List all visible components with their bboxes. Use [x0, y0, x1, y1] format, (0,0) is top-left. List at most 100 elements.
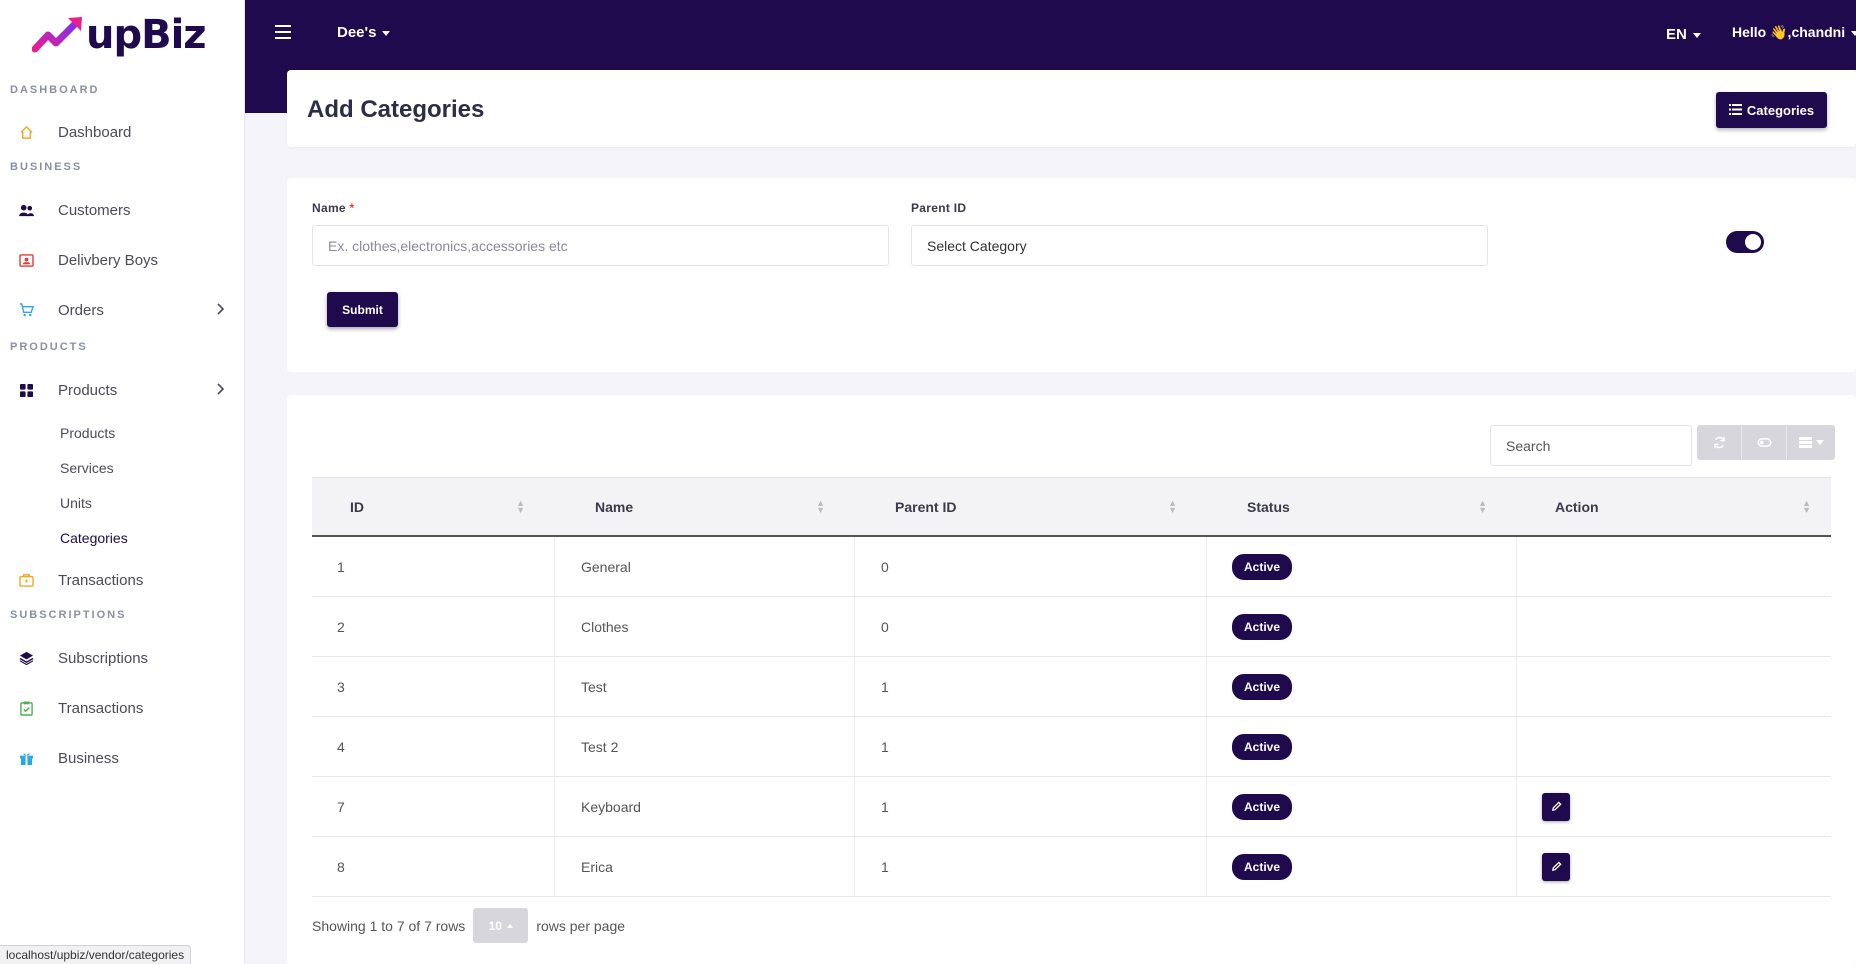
add-category-form: Name * Ex. clothes,electronics,accessori…: [287, 178, 1856, 372]
table-row: 8 Erica 1 Active: [312, 837, 1831, 897]
sidebar-item-label: Products: [58, 381, 118, 399]
status-badge: Active: [1232, 613, 1293, 640]
sidebar-item-dashboard[interactable]: Dashboard: [0, 107, 244, 157]
submit-button[interactable]: Submit: [327, 292, 398, 327]
status-badge: Active: [1232, 733, 1293, 760]
sidebar-item-label: Orders: [58, 301, 104, 319]
sidebar-item-customers[interactable]: Customers: [0, 185, 244, 235]
cell-action: [1517, 837, 1831, 896]
sidebar-item-label: Transactions: [58, 571, 144, 589]
column-header-action[interactable]: Action ▲ ▼: [1517, 478, 1831, 535]
sidebar-item-orders[interactable]: Orders: [0, 285, 244, 335]
cell-parent-id: 0: [855, 597, 1207, 656]
chevron-right-icon: [216, 382, 225, 398]
cart-icon: [18, 302, 34, 318]
sidebar-item-business[interactable]: Business: [0, 733, 244, 783]
status-toggle[interactable]: [1726, 231, 1764, 253]
sidebar-subitem-categories[interactable]: Categories: [60, 529, 128, 546]
chevron-right-icon: [216, 302, 225, 318]
sidebar-item-label: Delivbery Boys: [58, 251, 159, 269]
cell-action: [1517, 597, 1831, 656]
cell-name: Test 2: [555, 717, 855, 776]
edit-button[interactable]: [1542, 792, 1570, 821]
name-input[interactable]: Ex. clothes,electronics,accessories etc: [312, 225, 889, 266]
rows-per-page-value: 10: [488, 918, 502, 933]
section-dashboard: DASHBOARD: [10, 84, 100, 96]
pagination-summary: Showing 1 to 7 of 7 rows: [312, 917, 466, 934]
table-row: 7 Keyboard 1 Active: [312, 777, 1831, 837]
rows-per-page-dropdown[interactable]: 10: [473, 908, 529, 943]
sidebar-item-transactions[interactable]: Transactions: [0, 555, 244, 605]
shop-name: Dee's: [337, 24, 377, 41]
caret-down-icon: [1815, 440, 1824, 445]
list-icon: [1728, 103, 1742, 118]
grid-icon: [18, 382, 34, 398]
cell-id: 8: [312, 837, 555, 896]
parent-id-label: Parent ID: [911, 201, 967, 215]
toggle-icon: [1756, 438, 1772, 447]
column-header-label: Status: [1247, 498, 1290, 515]
categories-button-label: Categories: [1746, 102, 1815, 118]
column-header-label: Parent ID: [895, 498, 957, 515]
briefcase-icon: [18, 572, 34, 588]
toggle-view-button[interactable]: [1742, 425, 1787, 460]
cell-name: General: [555, 537, 855, 596]
cell-name: Erica: [555, 837, 855, 896]
sidebar-subitem-units[interactable]: Units: [60, 494, 92, 511]
column-header-name[interactable]: Name ▲ ▼: [555, 478, 855, 535]
sort-icon: ▲ ▼: [1802, 497, 1811, 515]
table-search-input[interactable]: Search: [1490, 425, 1692, 466]
sidebar-item-sub-transactions[interactable]: Transactions: [0, 683, 244, 733]
hamburger-menu-icon[interactable]: [275, 25, 291, 39]
status-badge: Active: [1232, 853, 1293, 880]
language-dropdown[interactable]: EN: [1666, 26, 1701, 43]
pagination: Showing 1 to 7 of 7 rows 10 rows per pag…: [312, 908, 625, 943]
cell-id: 2: [312, 597, 555, 656]
shop-dropdown[interactable]: Dee's: [337, 24, 391, 41]
columns-dropdown-button[interactable]: [1787, 425, 1835, 460]
page-title: Add Categories: [307, 96, 485, 123]
column-header-id[interactable]: ID ▲ ▼: [312, 478, 555, 535]
parent-category-select[interactable]: Select Category: [911, 225, 1488, 266]
edit-button[interactable]: [1542, 852, 1570, 881]
section-products: PRODUCTS: [10, 341, 88, 353]
sidebar-subitem-products[interactable]: Products: [60, 424, 116, 441]
column-header-parent-id[interactable]: Parent ID ▲ ▼: [855, 478, 1207, 535]
column-header-status[interactable]: Status ▲ ▼: [1207, 478, 1517, 535]
sidebar-item-subscriptions[interactable]: Subscriptions: [0, 633, 244, 683]
users-icon: [18, 202, 34, 218]
column-header-label: Name: [595, 498, 634, 515]
categories-list-button[interactable]: Categories: [1716, 92, 1827, 128]
browser-status-url: localhost/upbiz/vendor/categories: [0, 945, 192, 964]
status-badge: Active: [1232, 673, 1293, 700]
table-row: 3 Test 1 Active: [312, 657, 1831, 717]
pencil-icon: [1551, 801, 1562, 811]
id-card-icon: [18, 252, 34, 268]
sort-icon: ▲ ▼: [816, 497, 825, 515]
sidebar-item-delivery-boys[interactable]: Delivbery Boys: [0, 235, 244, 285]
cell-action: [1517, 777, 1831, 836]
cell-action: [1517, 717, 1831, 776]
layers-icon: [18, 650, 34, 666]
cell-status: Active: [1207, 597, 1517, 656]
column-header-label: Action: [1555, 498, 1599, 515]
brand-logo[interactable]: upBiz: [0, 0, 244, 70]
trend-up-logo-icon: [32, 17, 82, 53]
name-label-text: Name: [312, 201, 346, 215]
cell-parent-id: 1: [855, 837, 1207, 896]
user-menu[interactable]: Hello 👋,chandni: [1732, 24, 1856, 41]
cell-status: Active: [1207, 657, 1517, 716]
sidebar-item-products[interactable]: Products: [0, 365, 244, 415]
caret-down-icon: [382, 30, 391, 36]
section-subscriptions: SUBSCRIPTIONS: [10, 609, 127, 621]
column-header-label: ID: [350, 498, 364, 515]
brand-name: upBiz: [86, 12, 207, 58]
cell-id: 7: [312, 777, 555, 836]
sidebar-subitem-services[interactable]: Services: [60, 459, 114, 476]
sidebar-item-label: Customers: [58, 201, 131, 219]
cell-status: Active: [1207, 717, 1517, 776]
refresh-button[interactable]: [1697, 425, 1742, 460]
sort-icon: ▲ ▼: [1168, 497, 1177, 515]
status-badge: Active: [1232, 553, 1293, 580]
cell-id: 3: [312, 657, 555, 716]
